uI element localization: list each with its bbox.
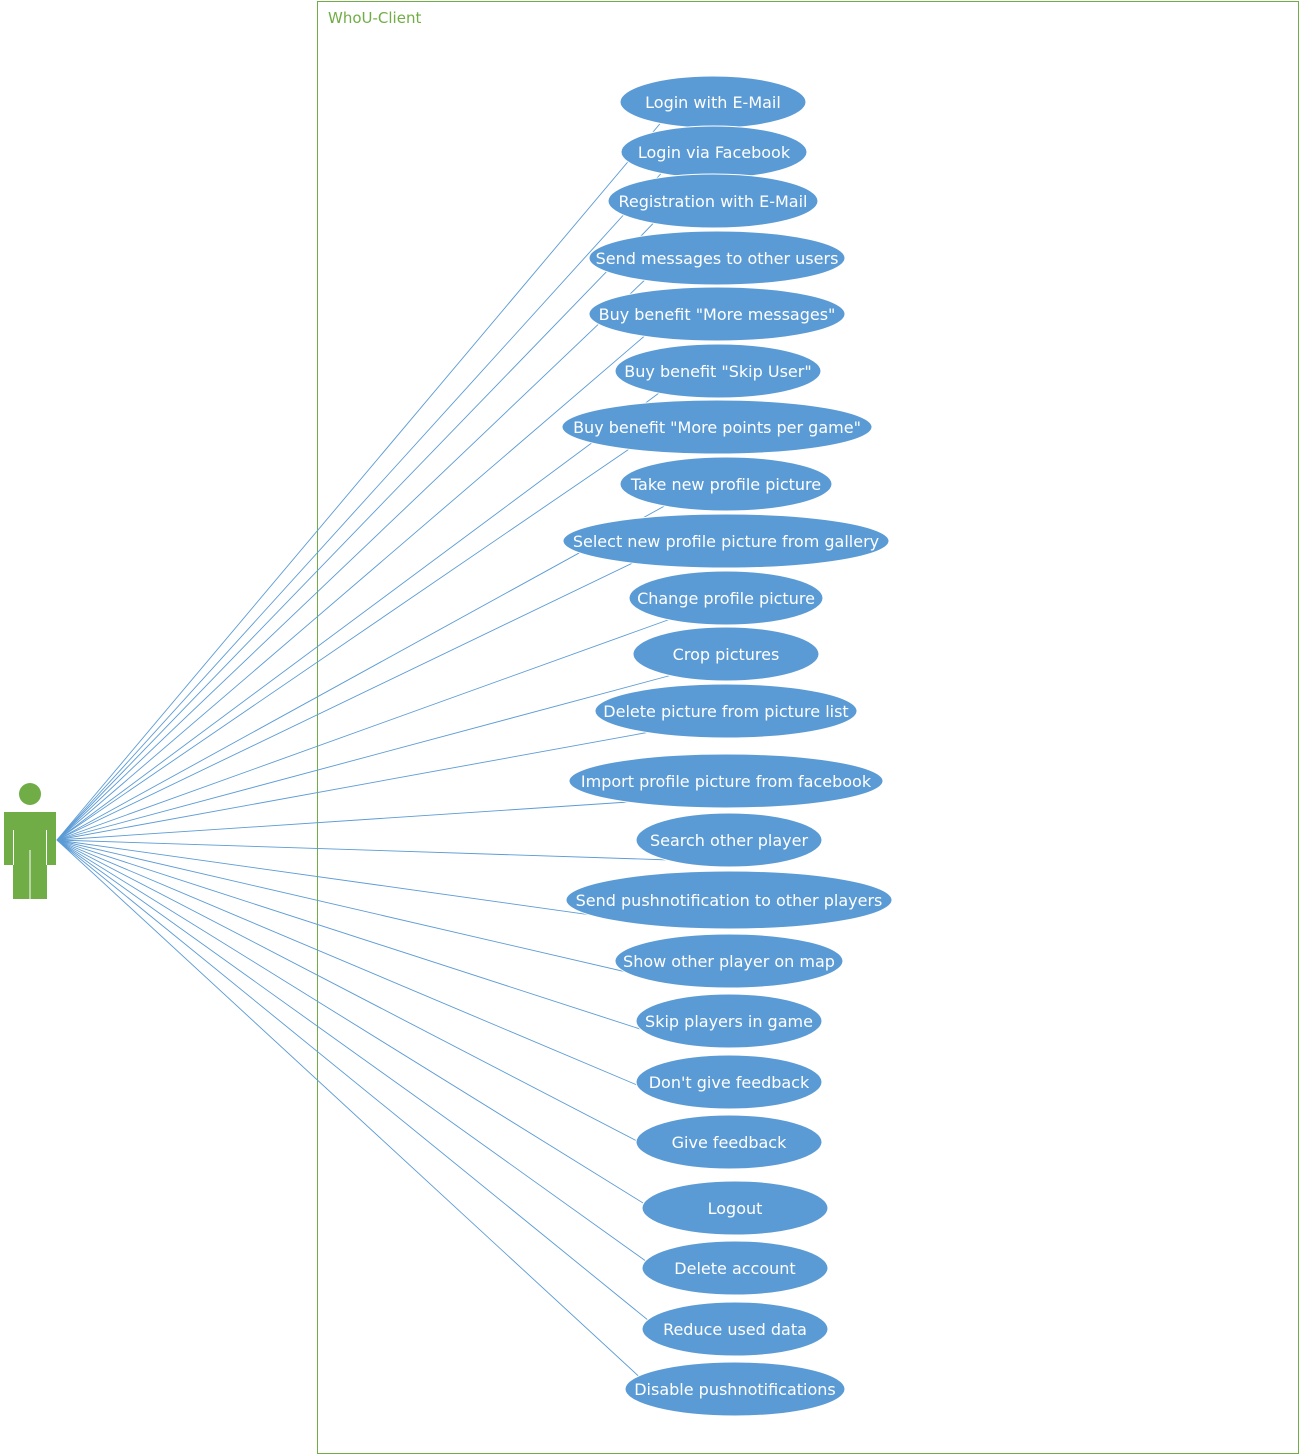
- use-case: Show other player on map: [614, 933, 844, 989]
- association-line: [56, 277, 647, 841]
- connector-group: [56, 121, 685, 1410]
- use-case-ellipse: [568, 753, 884, 809]
- use-case: Take new profile picture: [619, 456, 833, 512]
- use-case: Registration with E-Mail: [607, 173, 819, 229]
- use-case: Send messages to other users: [588, 230, 846, 286]
- use-case: Don't give feedback: [635, 1054, 823, 1110]
- use-case-ellipse: [594, 683, 858, 739]
- use-case: Import profile picture from facebook: [568, 753, 884, 809]
- use-case-ellipse: [607, 173, 819, 229]
- use-case-label: Skip players in game: [645, 1012, 813, 1031]
- use-case: Login with E-Mail: [619, 75, 807, 129]
- use-case: Delete picture from picture list: [594, 683, 858, 739]
- use-case-ellipse: [588, 230, 846, 286]
- association-line: [56, 839, 678, 861]
- use-case: Send pushnotification to other players: [565, 870, 893, 930]
- use-case-ellipse: [635, 1114, 823, 1170]
- use-case-ellipse: [641, 1180, 829, 1236]
- use-case-label: Login via Facebook: [638, 143, 791, 162]
- association-line: [56, 839, 678, 1042]
- use-case: Crop pictures: [632, 626, 820, 682]
- use-case: Logout: [641, 1180, 829, 1236]
- use-case-label: Buy benefit "Skip User": [624, 362, 811, 381]
- association-line: [56, 839, 667, 982]
- system-title: WhoU-Client: [328, 9, 422, 27]
- use-case-ellipse: [624, 1361, 846, 1417]
- use-case-label: Logout: [708, 1199, 763, 1218]
- use-case: Delete account: [641, 1240, 829, 1296]
- use-case: Reduce used data: [641, 1301, 829, 1357]
- use-case-label: Send pushnotification to other players: [576, 891, 883, 910]
- use-case-ellipse: [561, 399, 873, 455]
- system-boundary: [317, 1, 1299, 1454]
- association-line: [56, 839, 685, 1229]
- use-case-ellipse: [614, 933, 844, 989]
- association-line: [56, 839, 675, 1410]
- association-line: [56, 121, 663, 841]
- association-line: [56, 171, 664, 841]
- use-case: Buy benefit "More points per game": [561, 399, 873, 455]
- use-case-ellipse: [635, 993, 823, 1049]
- association-line: [56, 839, 679, 1103]
- use-case: Buy benefit "More messages": [588, 286, 846, 342]
- association-line: [56, 220, 656, 841]
- use-case: Disable pushnotifications: [624, 1361, 846, 1417]
- use-case-ellipse: [635, 812, 823, 868]
- association-line: [56, 446, 633, 841]
- association-line: [56, 839, 685, 1289]
- use-case-label: Take new profile picture: [630, 475, 821, 494]
- use-case: Skip players in game: [635, 993, 823, 1049]
- association-line: [56, 390, 662, 841]
- association-line: [56, 730, 655, 841]
- use-case-label: Change profile picture: [637, 589, 815, 608]
- use-case: Login via Facebook: [620, 125, 808, 179]
- use-case-label: Registration with E-Mail: [619, 192, 808, 211]
- use-case-label: Delete picture from picture list: [603, 702, 848, 721]
- use-case: Change profile picture: [628, 570, 824, 626]
- use-case-label: Select new profile picture from gallery: [573, 532, 879, 551]
- use-case-label: Don't give feedback: [649, 1073, 810, 1092]
- use-case: Search other player: [635, 812, 823, 868]
- association-line: [56, 673, 675, 841]
- use-case-label: Show other player on map: [623, 952, 835, 971]
- association-line: [56, 617, 673, 841]
- use-case-ellipse: [635, 1054, 823, 1110]
- association-line: [56, 839, 640, 923]
- association-line: [56, 839, 679, 1163]
- association-line: [56, 800, 640, 841]
- use-case-label: Buy benefit "More messages": [599, 305, 836, 324]
- use-case-ellipse: [588, 286, 846, 342]
- use-case-label: Give feedback: [672, 1133, 787, 1152]
- use-case-label: Reduce used data: [663, 1320, 807, 1339]
- use-case-ellipse: [632, 626, 820, 682]
- use-case-label: Delete account: [674, 1259, 795, 1278]
- use-case-label: Buy benefit "More points per game": [573, 418, 861, 437]
- use-case-label: Disable pushnotifications: [634, 1380, 836, 1399]
- use-case-label: Crop pictures: [673, 645, 780, 664]
- use-case-label: Search other player: [650, 831, 808, 850]
- use-case-label: Import profile picture from facebook: [581, 772, 872, 791]
- use-case-ellipse: [562, 513, 890, 569]
- association-line: [56, 503, 668, 841]
- use-case: Select new profile picture from gallery: [562, 513, 890, 569]
- use-case-label: Login with E-Mail: [645, 93, 781, 112]
- use-case-ellipse: [628, 570, 824, 626]
- association-line: [56, 560, 637, 841]
- use-case-ellipse: [614, 343, 822, 399]
- use-case-ellipse: [641, 1301, 829, 1357]
- association-line: [56, 839, 685, 1350]
- use-case-label: Send messages to other users: [596, 249, 839, 268]
- use-case-group: Login with E-Mail Login via Facebook Regis…: [561, 75, 893, 1417]
- person-icon: [4, 783, 56, 899]
- association-line: [56, 333, 647, 841]
- use-case-ellipse: [619, 456, 833, 512]
- use-case: Give feedback: [635, 1114, 823, 1170]
- use-case: Buy benefit "Skip User": [614, 343, 822, 399]
- use-case-ellipse: [565, 870, 893, 930]
- use-case-ellipse: [641, 1240, 829, 1296]
